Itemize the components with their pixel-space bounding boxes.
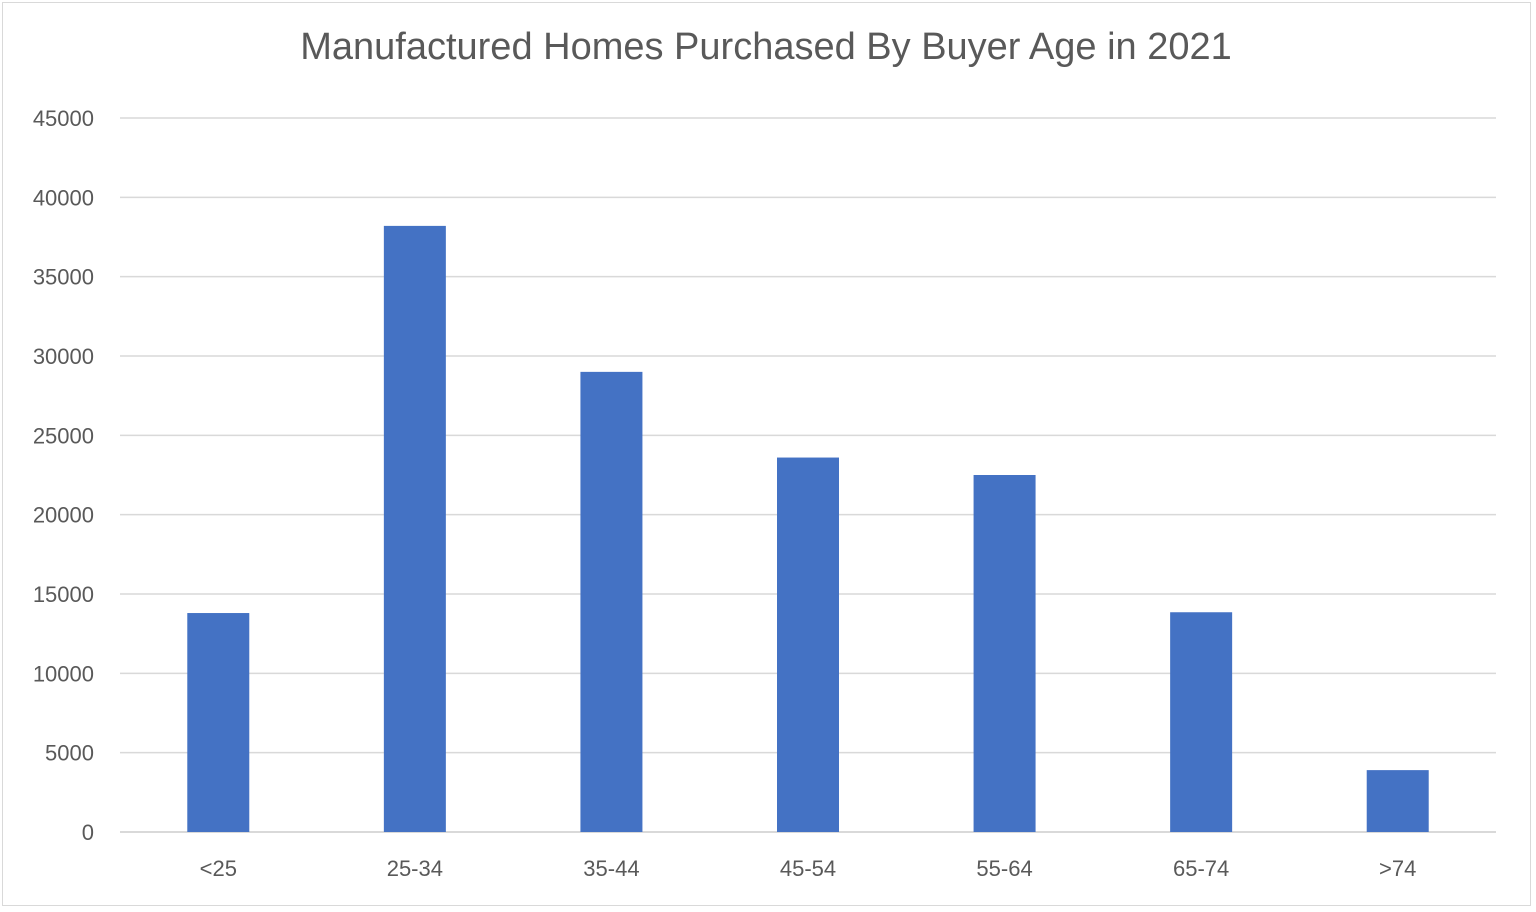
bar xyxy=(580,371,643,832)
bar xyxy=(777,457,839,832)
bar xyxy=(1170,612,1233,832)
x-tick-label: 35-44 xyxy=(583,856,639,881)
y-tick-label: 25000 xyxy=(33,423,94,448)
y-tick-label: 15000 xyxy=(33,582,94,607)
bars xyxy=(187,225,1429,833)
chart-title: Manufactured Homes Purchased By Buyer Ag… xyxy=(300,26,1232,68)
y-tick-label: 5000 xyxy=(45,741,94,766)
x-tick-label: 45-54 xyxy=(780,856,836,881)
x-axis-tick-labels: <25 25-34 35-44 45-54 55-64 65-74 >74 xyxy=(200,856,1417,881)
x-tick-label: 55-64 xyxy=(976,856,1032,881)
y-axis-tick-labels: 0 5000 10000 15000 20000 25000 30000 35000 40000… xyxy=(33,106,94,845)
y-tick-label: 20000 xyxy=(33,503,94,528)
x-tick-label: <25 xyxy=(200,856,237,881)
bar xyxy=(383,225,446,833)
x-tick-label: 25-34 xyxy=(387,856,443,881)
y-tick-label: 40000 xyxy=(33,185,94,210)
x-tick-label: 65-74 xyxy=(1173,856,1229,881)
y-tick-label: 10000 xyxy=(33,661,94,686)
y-tick-label: 35000 xyxy=(33,265,94,290)
bar xyxy=(973,475,1036,832)
y-tick-label: 30000 xyxy=(33,344,94,369)
x-tick-label: >74 xyxy=(1379,856,1416,881)
y-tick-label: 45000 xyxy=(33,106,94,131)
y-tick-label: 0 xyxy=(82,820,94,845)
bar xyxy=(187,613,250,832)
bar xyxy=(1366,770,1429,832)
